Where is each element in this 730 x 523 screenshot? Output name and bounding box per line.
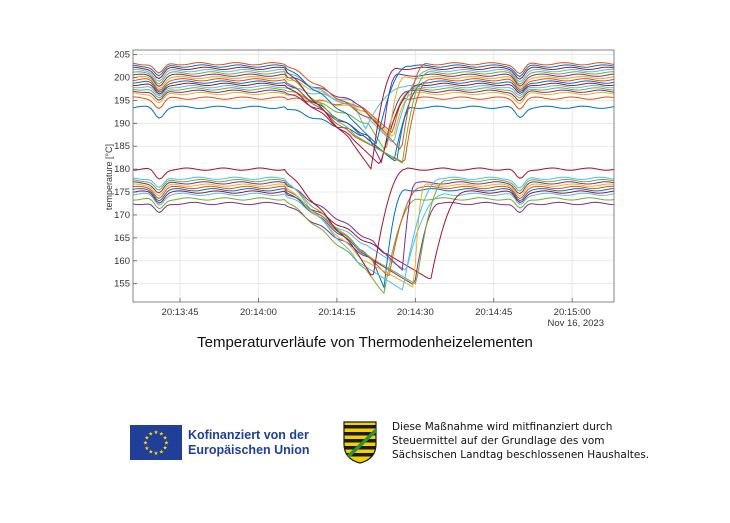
- y-axis-label: temperature [°C]: [104, 144, 114, 210]
- series-line-upper-6: [133, 84, 614, 130]
- series-line-lower-4: [133, 190, 614, 279]
- series-line-lower-11: [133, 167, 614, 276]
- saxony-funding-notice: Diese Maßnahme wird mitfinanziert durch …: [342, 420, 649, 464]
- series-line-upper-7: [133, 82, 614, 165]
- eu-star-icon: ★: [163, 434, 168, 441]
- series-line-upper-13: [133, 68, 614, 143]
- chart-axes: 155 160 165 170 175 180 185 190 195 200 205 20:13:4…: [114, 49, 615, 318]
- eu-star-icon: ★: [143, 440, 148, 447]
- series-line-lower-7: [133, 183, 614, 288]
- x-tick-label: 20:14:45: [475, 307, 512, 318]
- eu-star-icon: ★: [154, 429, 159, 436]
- series-line-lower-3: [133, 192, 614, 271]
- y-tick-label: 180: [114, 164, 130, 175]
- series-line-lower-8: [133, 181, 614, 272]
- saxony-text-line2: Steuermittel auf der Grundlage des vom: [392, 435, 605, 447]
- saxony-coat-of-arms-icon: [342, 420, 378, 464]
- eu-cofunding-logo: ★ ★ ★ ★ ★ ★ ★ ★ ★ ★ ★ ★ Kofinanziert von der Europä…: [130, 425, 310, 460]
- x-tick-label: 20:14:00: [240, 307, 277, 318]
- series-line-upper-8: [133, 80, 614, 160]
- series-line-lower-9: [133, 178, 614, 285]
- series-line-lower-2: [133, 197, 614, 295]
- saxony-text-line3: Sächsischen Landtag beschlossenen Hausha…: [392, 449, 650, 461]
- y-tick-label: 185: [114, 141, 130, 152]
- x-tick-label: 20:14:15: [318, 307, 355, 318]
- series-line-upper-5: [133, 87, 614, 150]
- series-line-upper-3: [133, 91, 614, 137]
- series-line-upper-2: [133, 96, 614, 134]
- eu-star-icon: ★: [154, 450, 159, 457]
- y-tick-label: 160: [114, 256, 130, 267]
- series-line-lower-6: [133, 185, 614, 277]
- y-tick-label: 155: [114, 279, 130, 290]
- eu-cofunding-text: Kofinanziert von der Europäischen Union: [188, 428, 310, 458]
- y-tick-label: 200: [114, 72, 130, 83]
- series-line-lower-1: [133, 201, 614, 285]
- temperature-chart: 155 160 165 170 175 180 185 190 195 200 205 20:13:4…: [104, 49, 615, 329]
- x-axis-date-label: Nov 16, 2023: [547, 318, 604, 329]
- chart-series: [133, 62, 614, 295]
- eu-star-icon: ★: [144, 434, 149, 441]
- chart-caption: Temperaturverläufe von Thermodenheizelem…: [197, 334, 533, 351]
- eu-star-icon: ★: [159, 449, 164, 456]
- saxony-text-line1: Diese Maßnahme wird mitfinanziert durch: [392, 421, 613, 433]
- y-tick-label: 205: [114, 50, 130, 61]
- plot-frame: [132, 49, 615, 303]
- series-line-lower-5: [133, 188, 614, 290]
- eu-text-line1: Kofinanziert von der: [188, 427, 309, 442]
- series-line-upper-15: [133, 64, 614, 145]
- series-line-upper-16: [133, 62, 614, 150]
- eu-star-icon: ★: [148, 449, 153, 456]
- x-tick-label: 20:15:00: [554, 307, 591, 318]
- x-tick-label: 20:14:30: [397, 307, 434, 318]
- eu-star-icon: ★: [163, 445, 168, 452]
- y-tick-label: 175: [114, 187, 130, 198]
- y-tick-label: 195: [114, 95, 130, 106]
- series-line-upper-14: [133, 66, 614, 171]
- saxony-notice-text: Diese Maßnahme wird mitfinanziert durch …: [392, 420, 649, 462]
- eu-star-icon: ★: [148, 430, 153, 437]
- eu-flag-icon: ★ ★ ★ ★ ★ ★ ★ ★ ★ ★ ★ ★: [130, 425, 182, 460]
- eu-text-line2: Europäischen Union: [188, 442, 310, 457]
- y-tick-label: 165: [114, 233, 130, 244]
- eu-star-icon: ★: [159, 430, 164, 437]
- eu-star-icon: ★: [144, 445, 149, 452]
- y-tick-label: 170: [114, 210, 130, 221]
- y-tick-label: 190: [114, 118, 130, 129]
- eu-star-icon: ★: [164, 440, 169, 447]
- x-tick-label: 20:13:45: [162, 307, 199, 318]
- series-line-upper-12: [133, 71, 614, 164]
